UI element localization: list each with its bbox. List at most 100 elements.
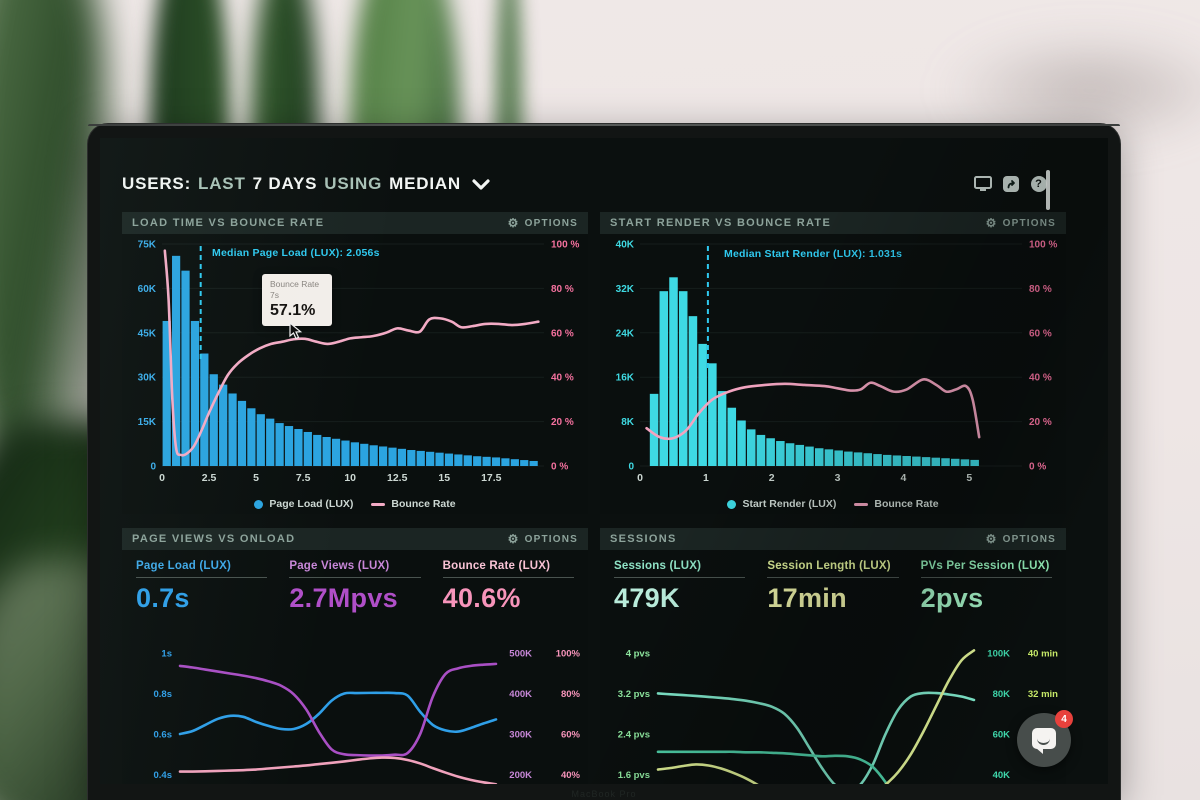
median-annotation: Median Start Render (LUX): 1.031s: [724, 248, 903, 260]
svg-text:0.6s: 0.6s: [154, 730, 173, 741]
dashboard-header: USERS: LAST 7 DAYS USING MEDIAN ?: [122, 168, 1086, 210]
svg-text:2.4 pvs: 2.4 pvs: [618, 730, 650, 741]
svg-text:80K: 80K: [993, 689, 1011, 700]
svg-text:60 %: 60 %: [1029, 328, 1052, 339]
help-icon[interactable]: ?: [1029, 175, 1048, 194]
svg-text:5: 5: [966, 472, 972, 484]
svg-text:300K: 300K: [509, 730, 532, 741]
panel-title: PAGE VIEWS VS ONLOAD: [132, 533, 296, 545]
svg-text:100%: 100%: [556, 648, 581, 659]
panel-load-time-header: LOAD TIME VS BOUNCE RATE ⚙ OPTIONS: [122, 212, 588, 234]
legend-dot: [254, 499, 264, 509]
gear-icon: ⚙: [985, 216, 998, 230]
options-button[interactable]: ⚙ OPTIONS: [507, 532, 578, 546]
svg-text:0: 0: [159, 472, 165, 484]
panel-title: SESSIONS: [610, 533, 677, 545]
metric-bounce-rate: Bounce Rate (LUX) 40.6%: [442, 560, 574, 628]
legend-start-render[interactable]: Start Render (LUX): [727, 498, 836, 510]
dashboard-screen: USERS: LAST 7 DAYS USING MEDIAN ?: [100, 138, 1108, 784]
metric-page-load: Page Load (LUX) 0.7s: [136, 560, 268, 628]
svg-text:0: 0: [628, 462, 634, 473]
metric-value: 479K: [614, 583, 680, 613]
svg-text:1.6 pvs: 1.6 pvs: [618, 770, 650, 781]
svg-text:40 %: 40 %: [1029, 373, 1052, 384]
svg-text:15K: 15K: [138, 417, 157, 428]
panel-page-views: PAGE VIEWS VS ONLOAD ⚙ OPTIONS Page Load…: [122, 528, 588, 784]
legend-dash: [371, 502, 386, 506]
title-using: USING: [324, 174, 383, 193]
start-render-chart[interactable]: 40K 100 % 32K 80 % 24K 60 % 16K 40 % 8K 20 % 0 0 % 0…: [600, 234, 1066, 491]
legend-page-load[interactable]: Page Load (LUX): [254, 498, 353, 510]
panel-start-render: START RENDER VS BOUNCE RATE ⚙ OPTIONS 40…: [600, 212, 1066, 514]
laptop-frame: USERS: LAST 7 DAYS USING MEDIAN ?: [88, 124, 1120, 800]
svg-text:17.5: 17.5: [481, 472, 502, 484]
svg-text:80 %: 80 %: [551, 284, 574, 295]
svg-text:40K: 40K: [616, 240, 635, 251]
gear-icon: ⚙: [507, 216, 520, 230]
tooltip-value: 57.1%: [270, 302, 316, 319]
svg-text:1s: 1s: [161, 648, 172, 659]
chat-bubble-icon: [1032, 728, 1056, 754]
gear-icon: ⚙: [507, 532, 520, 546]
options-button[interactable]: ⚙ OPTIONS: [507, 216, 578, 230]
users-range-dropdown[interactable]: USERS: LAST 7 DAYS USING MEDIAN: [122, 174, 490, 194]
laptop-brand-text: MacBook Pro: [571, 789, 637, 799]
panel-page-views-header: PAGE VIEWS VS ONLOAD ⚙ OPTIONS: [122, 528, 588, 550]
svg-text:60 %: 60 %: [551, 328, 574, 339]
panel-sessions-header: SESSIONS ⚙ OPTIONS: [600, 528, 1066, 550]
page-views-chart[interactable]: 1s 500K 100% 0.8s 400K 80% 0.6s 300K 60% 0.4s 200K…: [122, 632, 588, 784]
svg-text:3.2 pvs: 3.2 pvs: [618, 689, 650, 700]
legend-dot: [727, 499, 737, 509]
svg-text:200K: 200K: [509, 770, 532, 781]
panel-title: START RENDER VS BOUNCE RATE: [610, 217, 832, 229]
panel-sessions: SESSIONS ⚙ OPTIONS Sessions (LUX) 479K S…: [600, 528, 1066, 784]
svg-text:10: 10: [344, 472, 356, 484]
svg-text:60K: 60K: [993, 730, 1011, 741]
svg-text:0.8s: 0.8s: [154, 689, 173, 700]
svg-text:32K: 32K: [616, 284, 635, 295]
legend-bounce-rate[interactable]: Bounce Rate: [854, 498, 939, 510]
title-median: MEDIAN: [389, 174, 461, 193]
metric-value: 0.7s: [136, 583, 190, 613]
sessions-chart[interactable]: 4 pvs 100K 40 min 3.2 pvs 80K 32 min 2.4 pvs 60…: [600, 632, 1066, 784]
chevron-down-icon: [472, 179, 490, 190]
svg-text:80%: 80%: [561, 689, 581, 700]
svg-text:0: 0: [637, 472, 643, 484]
metric-sessions: Sessions (LUX) 479K: [614, 560, 746, 628]
svg-text:1: 1: [703, 472, 709, 484]
panel-start-render-header: START RENDER VS BOUNCE RATE ⚙ OPTIONS: [600, 212, 1066, 234]
panel-title: LOAD TIME VS BOUNCE RATE: [132, 217, 325, 229]
legend-bounce-rate[interactable]: Bounce Rate: [371, 498, 456, 510]
metric-value: 17min: [767, 583, 847, 613]
svg-text:400K: 400K: [509, 689, 532, 700]
svg-text:80 %: 80 %: [1029, 284, 1052, 295]
legend-dash: [854, 502, 869, 506]
median-annotation: Median Page Load (LUX): 2.056s: [212, 247, 380, 259]
metric-page-views: Page Views (LUX) 2.7Mpvs: [289, 560, 421, 628]
options-button[interactable]: ⚙ OPTIONS: [985, 216, 1056, 230]
title-users: USERS:: [122, 174, 192, 193]
chat-unread-badge: 4: [1055, 710, 1073, 728]
gear-icon: ⚙: [985, 532, 998, 546]
svg-text:2.5: 2.5: [202, 472, 217, 484]
title-last: LAST: [198, 174, 246, 193]
svg-text:100 %: 100 %: [1029, 240, 1057, 251]
display-icon[interactable]: [973, 175, 992, 194]
svg-text:7.5: 7.5: [296, 472, 311, 484]
svg-text:0 %: 0 %: [551, 462, 568, 473]
metric-value: 40.6%: [442, 583, 521, 613]
svg-text:20 %: 20 %: [551, 417, 574, 428]
load-time-chart[interactable]: 75K 100 % 60K 80 % 45K 60 % 30K 40 % 15K 20 % 0 0 %…: [122, 234, 588, 491]
svg-text:0.4s: 0.4s: [154, 770, 173, 781]
scrollbar[interactable]: [1046, 170, 1050, 210]
svg-text:60K: 60K: [138, 284, 157, 295]
options-button[interactable]: ⚙ OPTIONS: [985, 532, 1056, 546]
svg-text:5: 5: [253, 472, 259, 484]
svg-text:30K: 30K: [138, 373, 157, 384]
svg-text:60%: 60%: [561, 730, 581, 741]
svg-text:4 pvs: 4 pvs: [626, 648, 650, 659]
chat-widget-button[interactable]: 4: [1017, 710, 1073, 767]
share-icon[interactable]: [1001, 175, 1020, 194]
svg-text:500K: 500K: [509, 648, 532, 659]
svg-text:100K: 100K: [987, 648, 1010, 659]
